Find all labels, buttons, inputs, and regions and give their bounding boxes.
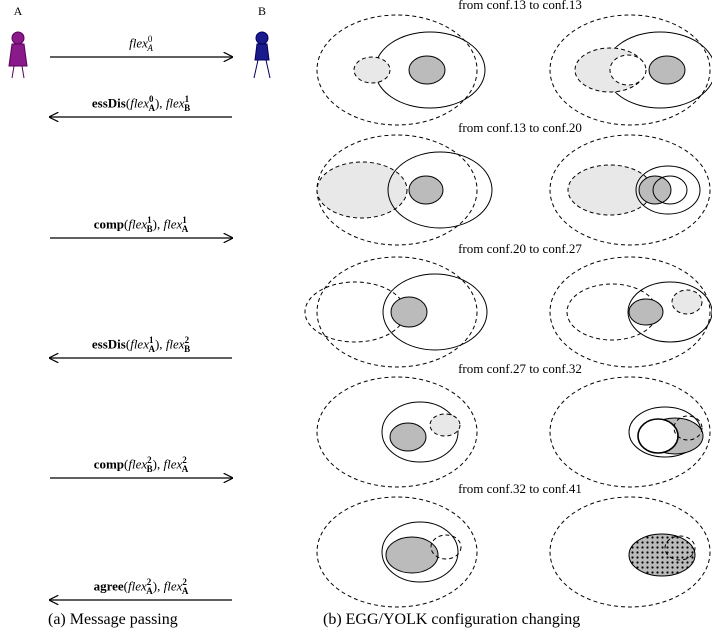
egg-yolk-row — [304, 256, 712, 368]
transition-label: from conf.13 to conf.20 — [458, 120, 582, 135]
sub: A — [181, 463, 189, 474]
sup: 2 — [147, 455, 152, 465]
agent-b-icon — [253, 31, 271, 79]
function: essDis — [91, 95, 126, 111]
message-arrows — [50, 57, 232, 600]
message-label: essDis(flex1A), flex2B — [92, 335, 190, 354]
sup: 2 — [184, 335, 190, 345]
sup: 0 — [147, 34, 153, 44]
flex: flex — [130, 95, 149, 111]
sub: A — [147, 42, 153, 53]
function: essDis — [91, 336, 126, 352]
message-label: agree(flex2A), flex2A — [94, 577, 189, 596]
sup: 1 — [184, 94, 190, 104]
sub: A — [181, 223, 189, 234]
sub: A — [148, 343, 155, 354]
sub: A — [181, 585, 189, 596]
flex: flex — [130, 336, 149, 352]
message-label: flex0A — [129, 34, 153, 53]
punct: ( — [125, 336, 131, 352]
flex: flex — [163, 456, 183, 472]
flex: flex — [165, 336, 185, 352]
punct: ), — [152, 456, 164, 472]
punct: ), — [154, 336, 166, 352]
sup: 2 — [182, 455, 187, 465]
flex: flex — [163, 216, 183, 232]
agent-a-icon — [8, 31, 28, 79]
flex: flex — [128, 578, 147, 594]
caption-a: (a) Message passing — [48, 611, 178, 628]
sup: 1 — [148, 335, 154, 345]
sup: 1 — [182, 215, 187, 225]
function: agree — [93, 578, 124, 594]
punct: ), — [152, 578, 164, 594]
punct: ), — [154, 95, 166, 111]
punct: ( — [124, 456, 129, 472]
sub: A — [146, 585, 153, 596]
punct: ( — [123, 578, 129, 594]
punct: ( — [125, 95, 131, 111]
transition-label: from conf.32 to conf.41 — [458, 481, 582, 496]
punct: ), — [152, 216, 164, 232]
agent-a-label: A — [13, 4, 23, 18]
sub: B — [146, 463, 153, 474]
sup: 2 — [182, 577, 187, 587]
flex: flex — [165, 95, 185, 111]
egg-yolk-row — [316, 134, 711, 246]
flex: flex — [129, 35, 148, 51]
sup: 1 — [147, 215, 152, 225]
sub: B — [146, 223, 153, 234]
message-label: comp(flex1B), flex1A — [94, 215, 189, 234]
flex: flex — [128, 216, 148, 232]
sup: 0 — [148, 94, 154, 104]
agent-b-label: B — [257, 4, 267, 18]
egg-yolk-row — [316, 496, 711, 608]
punct: ( — [124, 216, 129, 232]
sup: 2 — [146, 577, 152, 587]
egg-yolk-row — [316, 376, 711, 488]
sub: B — [184, 102, 191, 113]
caption-b: (b) EGG/YOLK configuration changing — [323, 611, 581, 628]
flex: flex — [163, 578, 183, 594]
message-label: comp(flex2B), flex2A — [94, 455, 189, 474]
transition-label: from conf.13 to conf.13 — [458, 0, 582, 12]
function: comp — [93, 456, 125, 472]
sub: B — [184, 343, 191, 354]
flex: flex — [128, 456, 148, 472]
transition-label: from conf.27 to conf.32 — [458, 361, 582, 376]
sub: A — [148, 102, 155, 113]
message-label: essDis(flex0A), flex1B — [92, 94, 190, 113]
egg-yolk-row — [316, 14, 712, 126]
transition-label: from conf.20 to conf.27 — [458, 241, 582, 256]
function: comp — [93, 216, 125, 232]
